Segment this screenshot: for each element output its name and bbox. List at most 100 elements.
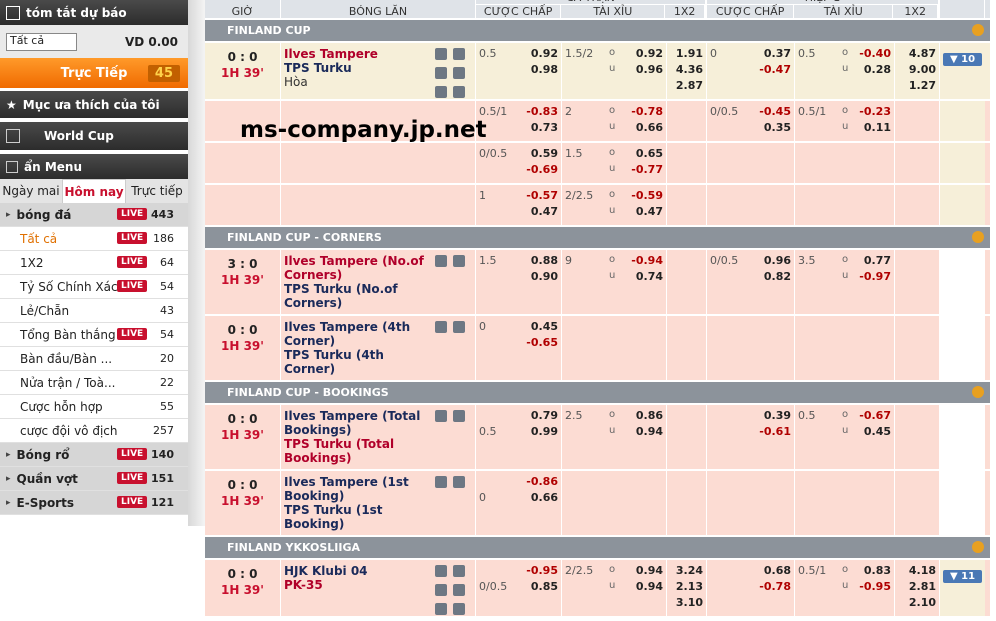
odds[interactable]: -0.77 [631, 163, 663, 176]
odds[interactable]: 3.10 [675, 596, 703, 609]
icon[interactable] [435, 321, 447, 333]
odds[interactable]: -0.67 [859, 409, 891, 422]
odds[interactable]: -0.45 [759, 105, 791, 118]
sub-sport[interactable]: Tất cả LIVE 186 [0, 227, 188, 251]
sub-sport[interactable]: 1X2 LIVE 64 [0, 251, 188, 275]
icon[interactable] [435, 603, 447, 615]
odds[interactable]: 0.47 [635, 205, 663, 218]
odds[interactable]: 0.47 [530, 205, 558, 218]
odds[interactable]: 0.45 [863, 425, 891, 438]
odds[interactable]: 0.98 [530, 63, 558, 76]
odds[interactable]: 0.74 [635, 270, 663, 283]
odds[interactable]: -0.23 [859, 105, 891, 118]
odds[interactable]: -0.59 [631, 189, 663, 202]
odds[interactable]: -0.78 [759, 580, 791, 593]
odds[interactable]: -0.97 [859, 270, 891, 283]
odds[interactable]: 0.92 [530, 47, 558, 60]
odds[interactable]: 4.18 [908, 564, 936, 577]
sub-sport[interactable]: cược đội vô địch 257 [0, 419, 188, 443]
odds[interactable]: -0.83 [526, 105, 558, 118]
sub-sport[interactable]: Lẻ/Chẵn 43 [0, 299, 188, 323]
tab[interactable]: Hôm nay [62, 179, 126, 203]
sub-sport[interactable]: Tỷ Số Chính Xác LIVE 54 [0, 275, 188, 299]
menu-toggle[interactable]: ẩn Menu [0, 154, 188, 179]
odds[interactable]: -0.95 [859, 580, 891, 593]
favorites[interactable]: ★ Mục ưa thích của tôi [0, 91, 188, 118]
sub-sport[interactable]: Nửa trận / Toà... 22 [0, 371, 188, 395]
odds[interactable]: 0.28 [863, 63, 891, 76]
odds[interactable]: -0.57 [526, 189, 558, 202]
odds[interactable]: 0.45 [530, 320, 558, 333]
tab[interactable]: Ngày mai [2, 184, 60, 198]
odds[interactable]: -0.47 [759, 63, 791, 76]
odds[interactable]: 0.96 [635, 63, 663, 76]
odds[interactable]: 0.39 [763, 409, 791, 422]
odds[interactable]: -0.40 [859, 47, 891, 60]
more-button[interactable]: ▼ 11 [943, 570, 982, 583]
odds[interactable]: 2.13 [675, 580, 703, 593]
icon[interactable] [453, 410, 465, 422]
odds[interactable]: 0.59 [530, 147, 558, 160]
odds[interactable]: 2.87 [675, 79, 703, 92]
odds[interactable]: 4.36 [675, 63, 703, 76]
icon[interactable] [453, 255, 465, 267]
odds[interactable]: -0.69 [526, 163, 558, 176]
icon[interactable] [453, 67, 465, 79]
odds[interactable]: 2.10 [908, 596, 936, 609]
more-button[interactable]: ▼ 10 [943, 53, 982, 66]
odds[interactable]: 0.83 [863, 564, 891, 577]
odds[interactable]: 0.73 [530, 121, 558, 134]
odds[interactable]: 0.68 [763, 564, 791, 577]
world-cup[interactable]: World Cup [0, 122, 188, 150]
odds[interactable]: 0.86 [635, 409, 663, 422]
odds[interactable]: 0.94 [635, 564, 663, 577]
sub-sport[interactable]: Cược hỗn hợp 55 [0, 395, 188, 419]
odds[interactable]: 0.37 [763, 47, 791, 60]
sport[interactable]: ▸ E-Sports LIVE 121 [0, 491, 188, 515]
odds[interactable]: 1.91 [675, 47, 703, 60]
icon[interactable] [435, 476, 447, 488]
tab[interactable]: Trực tiếp [131, 184, 183, 198]
icon[interactable] [435, 410, 447, 422]
odds[interactable]: -0.78 [631, 105, 663, 118]
icon[interactable] [435, 86, 447, 98]
odds[interactable]: 0.66 [635, 121, 663, 134]
odds[interactable]: 0.65 [635, 147, 663, 160]
icon[interactable] [453, 48, 465, 60]
icon[interactable] [435, 255, 447, 267]
sub-sport[interactable]: Bàn đầu/Bàn ... 20 [0, 347, 188, 371]
odds[interactable]: 0.94 [635, 425, 663, 438]
select[interactable]: Tất cả [6, 32, 77, 51]
odds[interactable]: 0.88 [530, 254, 558, 267]
icon[interactable] [435, 584, 447, 596]
icon[interactable] [453, 86, 465, 98]
icon[interactable] [453, 321, 465, 333]
sport[interactable]: ▸ Bóng rổ LIVE 140 [0, 443, 188, 467]
odds[interactable]: 0.35 [763, 121, 791, 134]
sub-sport[interactable]: Tổng Bàn thắng LIVE 54 [0, 323, 188, 347]
icon[interactable] [435, 48, 447, 60]
icon[interactable] [453, 476, 465, 488]
icon[interactable] [453, 584, 465, 596]
odds[interactable]: 9.00 [908, 63, 936, 76]
odds[interactable]: 0.66 [530, 491, 558, 504]
odds[interactable]: 0.79 [530, 409, 558, 422]
odds[interactable]: 0.96 [763, 254, 791, 267]
odds[interactable]: 0.11 [863, 121, 891, 134]
odds[interactable]: -0.65 [526, 336, 558, 349]
odds[interactable]: -0.95 [526, 564, 558, 577]
odds[interactable]: 4.87 [908, 47, 936, 60]
odds[interactable]: 0.82 [763, 270, 791, 283]
odds[interactable]: 0.90 [530, 270, 558, 283]
odds[interactable]: 3.24 [675, 564, 703, 577]
odds[interactable]: 0.77 [863, 254, 891, 267]
icon[interactable] [453, 565, 465, 577]
odds[interactable]: 0.94 [635, 580, 663, 593]
odds[interactable]: 2.81 [908, 580, 936, 593]
odds[interactable]: -0.86 [526, 475, 558, 488]
odds[interactable]: -0.61 [759, 425, 791, 438]
icon[interactable] [453, 603, 465, 615]
odds[interactable]: -0.94 [631, 254, 663, 267]
live-button[interactable]: Trực Tiếp 45 [0, 58, 188, 88]
sport[interactable]: ▸ Quần vợt LIVE 151 [0, 467, 188, 491]
